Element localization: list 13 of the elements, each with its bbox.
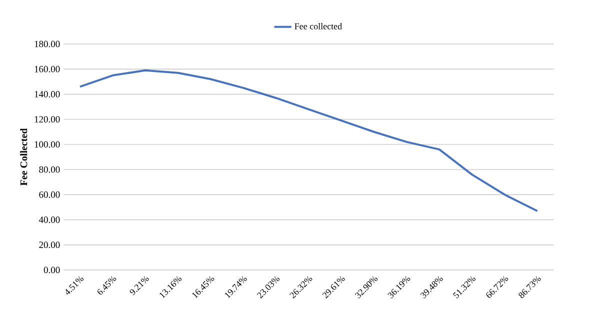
y-tick-label: 160.00 (34, 66, 60, 72)
y-tick-label: 120.00 (34, 116, 60, 123)
y-tick-label: 0.00 (44, 266, 60, 274)
y-tick-label: 100.00 (34, 141, 60, 148)
y-tick-label: 40.00 (38, 216, 60, 223)
y-tick-label: 80.00 (39, 166, 60, 173)
y-tick-label: 140.00 (34, 90, 60, 98)
y-axis-title: Fee Collected (20, 128, 28, 186)
legend-label: Fee collected (294, 23, 342, 30)
line-series (79, 69, 538, 212)
y-tick-label: 180.00 (34, 40, 60, 48)
y-tick-label: 20.00 (39, 242, 60, 248)
y-tick-label: 60.00 (39, 191, 60, 198)
